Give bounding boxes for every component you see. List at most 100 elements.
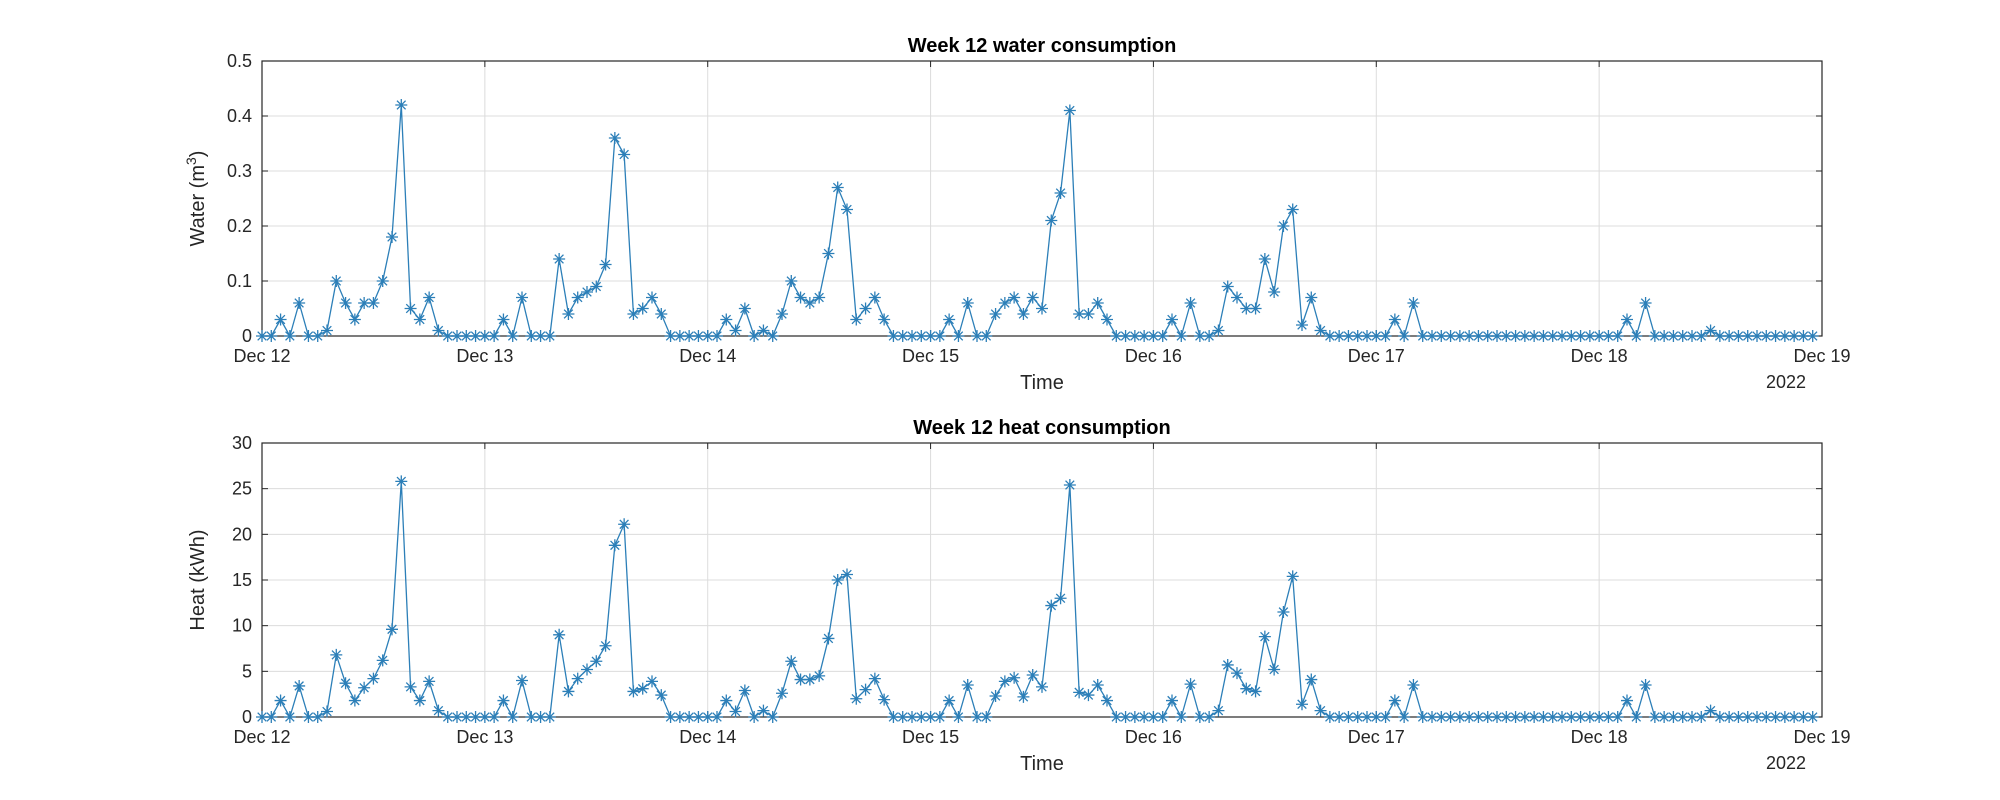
data-point <box>423 291 436 304</box>
data-point <box>1723 330 1736 342</box>
data-point <box>618 148 631 161</box>
data-point <box>971 330 983 342</box>
data-point <box>1342 330 1355 342</box>
data-point <box>1797 711 1810 723</box>
data-point <box>460 711 473 723</box>
data-point <box>1073 308 1086 320</box>
data-point <box>859 302 872 315</box>
data-point <box>1249 302 1262 315</box>
data-point <box>1026 668 1039 681</box>
year-label: 2022 <box>1766 753 1806 773</box>
data-point <box>1147 711 1160 723</box>
data-point <box>302 711 315 723</box>
chart-1: Dec 12 Dec 13 Dec 14 Dec 15 Dec 16 Dec 17 Dec … <box>187 417 1851 775</box>
y-tick-label: 5 <box>242 661 252 681</box>
data-point <box>1686 711 1698 723</box>
data-point <box>608 132 621 144</box>
chart-title: Week 12 heat consumption <box>913 417 1170 439</box>
data-point <box>961 679 974 692</box>
data-point <box>525 711 538 723</box>
data-point <box>1175 711 1188 723</box>
data-point <box>1509 711 1522 723</box>
data-point <box>293 297 306 309</box>
data-point <box>766 330 779 342</box>
data-point <box>1500 330 1513 342</box>
data-point <box>1751 330 1763 342</box>
data-point <box>1054 592 1067 605</box>
data-point <box>1723 711 1736 723</box>
data-point <box>636 302 649 315</box>
data-point <box>404 680 417 693</box>
data-point <box>729 324 742 337</box>
data-point <box>683 330 696 342</box>
data-point <box>1119 330 1132 342</box>
data-point <box>989 689 1002 702</box>
data-point <box>256 711 268 723</box>
data-point <box>1528 330 1541 342</box>
data-point <box>1676 330 1689 342</box>
data-point <box>850 692 863 705</box>
data-point <box>1648 330 1661 342</box>
data-point <box>1435 711 1448 723</box>
data-point <box>1370 711 1383 723</box>
x-axis-label: Time <box>1020 372 1064 394</box>
data-point <box>1713 711 1726 723</box>
data-point <box>1695 330 1708 342</box>
data-point <box>627 685 640 698</box>
data-point <box>1704 704 1717 717</box>
data-point <box>831 574 844 586</box>
data-point <box>534 330 547 342</box>
data-point <box>256 330 268 342</box>
data-point <box>878 313 891 326</box>
data-point <box>813 291 826 304</box>
data-point <box>1156 330 1169 342</box>
x-tick-label: Dec 16 <box>1125 346 1182 366</box>
data-point <box>1212 324 1225 337</box>
data-point <box>488 330 501 342</box>
data-point <box>701 330 714 342</box>
data-point <box>395 99 408 111</box>
data-point <box>386 623 398 636</box>
y-tick-label: 20 <box>232 524 252 544</box>
data-point <box>311 330 324 342</box>
data-point <box>1444 330 1457 342</box>
data-point <box>961 297 974 309</box>
data-point <box>1119 711 1132 723</box>
data-point <box>1686 330 1698 342</box>
data-point <box>1453 711 1466 723</box>
data-point <box>1481 330 1494 342</box>
data-point <box>748 711 761 723</box>
data-point <box>571 672 584 685</box>
data-point <box>543 711 556 723</box>
data-point <box>302 330 315 342</box>
y-axis-label-text: Heat (kWh) <box>187 529 209 630</box>
data-point <box>1760 330 1773 342</box>
data-point <box>887 711 900 723</box>
x-tick-label: Dec 16 <box>1125 727 1182 747</box>
data-point <box>933 330 946 342</box>
data-point <box>525 330 538 342</box>
data-point <box>1166 313 1178 326</box>
data-point <box>1797 330 1810 342</box>
data-point <box>1388 313 1401 326</box>
data-point <box>441 711 454 723</box>
data-point <box>794 673 807 686</box>
data-point <box>441 330 454 342</box>
data-point <box>1212 704 1225 717</box>
data-point <box>1277 220 1290 232</box>
data-point <box>1806 330 1819 342</box>
data-point <box>1147 330 1160 342</box>
data-point <box>896 330 909 342</box>
data-point <box>1268 286 1281 298</box>
data-point <box>1658 711 1671 723</box>
data-point <box>952 330 965 342</box>
data-point <box>1407 679 1420 692</box>
data-point <box>1648 711 1661 723</box>
data-point <box>562 308 575 320</box>
data-point <box>1583 711 1596 723</box>
data-point <box>1305 291 1318 304</box>
data-point <box>516 674 528 687</box>
data-point <box>1528 711 1541 723</box>
data-point <box>413 694 426 707</box>
